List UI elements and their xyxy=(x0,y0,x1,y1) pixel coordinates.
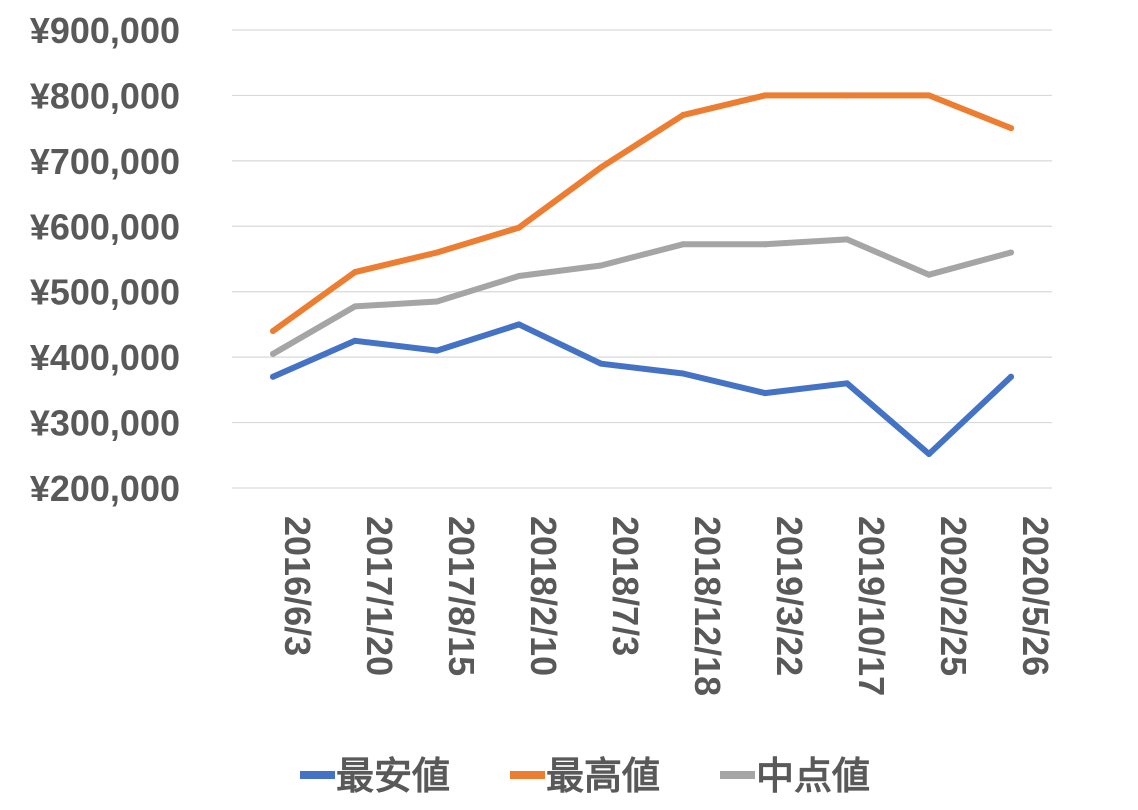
legend-label: 最高値 xyxy=(546,754,660,798)
x-tick-label: 2016/6/3 xyxy=(277,516,318,656)
data-point xyxy=(516,321,522,328)
data-point xyxy=(926,450,932,457)
y-tick-label: ¥500,000 xyxy=(30,272,180,313)
data-point xyxy=(434,249,440,256)
data-point xyxy=(270,327,276,334)
data-point xyxy=(598,262,604,269)
y-tick-label: ¥900,000 xyxy=(30,10,180,51)
y-tick-label: ¥700,000 xyxy=(30,141,180,182)
data-point xyxy=(844,380,850,387)
x-tick-label: 2018/2/10 xyxy=(523,516,564,676)
x-tick-label: 2018/7/3 xyxy=(605,516,646,656)
series-line-2 xyxy=(270,92,1014,334)
data-point xyxy=(926,92,932,99)
y-axis-ticks: ¥200,000 ¥300,000 ¥400,000 ¥500,000 ¥600,000… xyxy=(30,10,180,509)
data-point xyxy=(516,224,522,231)
data-point xyxy=(434,347,440,354)
legend-label: 中点値 xyxy=(756,754,870,798)
data-point xyxy=(270,350,276,357)
series-line-3 xyxy=(270,236,1014,357)
data-point xyxy=(680,370,686,377)
data-point xyxy=(1008,373,1014,380)
y-tick-label: ¥800,000 xyxy=(30,75,180,116)
y-tick-label: ¥300,000 xyxy=(30,403,180,444)
x-tick-label: 2018/12/18 xyxy=(687,516,728,696)
data-point xyxy=(762,241,768,248)
y-tick-label: ¥200,000 xyxy=(30,468,180,509)
data-point xyxy=(598,360,604,367)
data-point xyxy=(352,303,358,310)
data-point xyxy=(352,269,358,276)
legend: 最安値 最高値 中点値 xyxy=(300,754,870,798)
x-tick-label: 2019/3/22 xyxy=(769,516,810,676)
data-point xyxy=(434,298,440,305)
data-point xyxy=(680,241,686,248)
data-point xyxy=(352,337,358,344)
x-tick-label: 2020/5/26 xyxy=(1015,516,1056,676)
data-point xyxy=(844,236,850,243)
x-tick-label: 2020/2/25 xyxy=(933,516,974,676)
data-point xyxy=(1008,125,1014,132)
data-point xyxy=(844,92,850,99)
y-tick-label: ¥600,000 xyxy=(30,206,180,247)
series-lines xyxy=(270,92,1014,457)
x-axis-ticks: 2016/6/3 2017/1/20 2017/8/15 2018/2/10 2018/… xyxy=(277,516,1056,696)
gridlines xyxy=(232,29,1052,489)
data-point xyxy=(762,92,768,99)
x-tick-label: 2019/10/17 xyxy=(851,516,892,696)
legend-label: 最安値 xyxy=(336,754,450,798)
data-point xyxy=(270,373,276,380)
data-point xyxy=(1008,249,1014,256)
data-point xyxy=(516,273,522,280)
y-tick-label: ¥400,000 xyxy=(30,337,180,378)
series-line-1 xyxy=(270,321,1014,457)
x-tick-label: 2017/1/20 xyxy=(359,516,400,676)
data-point xyxy=(926,271,932,278)
data-point xyxy=(680,112,686,119)
data-point xyxy=(598,164,604,171)
x-tick-label: 2017/8/15 xyxy=(441,516,482,676)
data-point xyxy=(762,390,768,397)
